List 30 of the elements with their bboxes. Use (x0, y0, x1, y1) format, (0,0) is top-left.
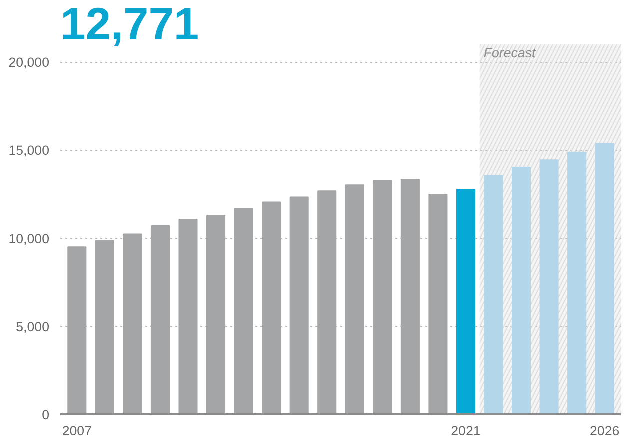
bar (234, 208, 254, 414)
bar (540, 160, 559, 414)
y-tick-label: 20,000 (8, 55, 50, 70)
bar (595, 143, 614, 414)
bar (345, 184, 364, 414)
bar (456, 188, 476, 414)
bar (123, 234, 142, 414)
bar (400, 178, 420, 414)
y-tick-label: 10,000 (8, 231, 50, 246)
bar (150, 225, 170, 414)
bar (178, 219, 198, 414)
bar (290, 196, 309, 414)
y-tick-label: 5,000 (16, 319, 50, 334)
y-tick-label: 15,000 (8, 143, 50, 158)
bar (68, 246, 87, 414)
chart-title: 12,771 (60, 0, 200, 50)
bar (568, 152, 587, 414)
bar (373, 180, 392, 414)
bar (428, 194, 448, 414)
bar (262, 202, 282, 414)
y-tick-label: 0 (42, 408, 50, 422)
bar (484, 175, 504, 414)
x-tick-label: 2026 (590, 424, 620, 438)
bar (318, 190, 337, 414)
x-tick-label: 2007 (62, 424, 92, 438)
bar (95, 240, 114, 414)
bar (512, 166, 532, 414)
bar (206, 215, 226, 414)
band-label: Forecast (484, 46, 538, 60)
x-tick-label: 2021 (451, 424, 481, 438)
